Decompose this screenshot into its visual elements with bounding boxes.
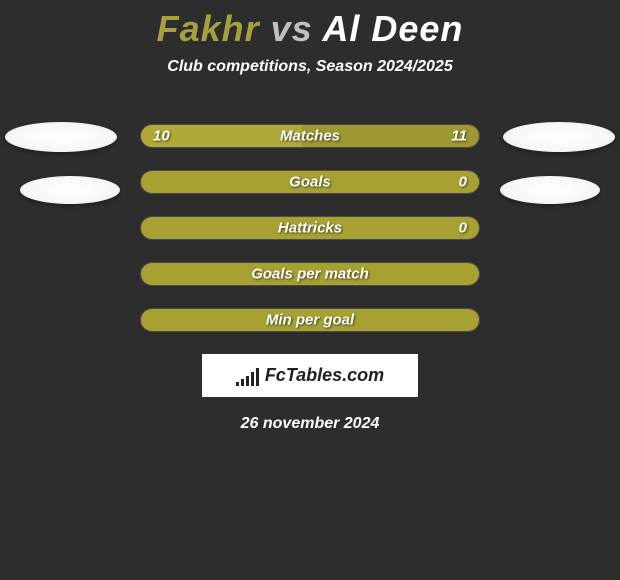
stat-label: Hattricks (278, 220, 342, 237)
stat-value-right: 0 (459, 220, 467, 237)
vs-label: vs (271, 8, 313, 49)
stat-label: Goals per match (251, 266, 369, 283)
player-a-photo-placeholder-2 (20, 176, 120, 204)
fctables-logo: FcTables.com (202, 354, 418, 397)
logo-bars-icon (236, 366, 259, 386)
stat-row: Min per goal (140, 308, 480, 332)
stat-label: Matches (280, 128, 340, 145)
stat-value-right: 0 (459, 174, 467, 191)
stat-label: Goals (289, 174, 331, 191)
comparison-title: Fakhr vs Al Deen (0, 0, 620, 50)
stat-row: 0 Hattricks (140, 216, 480, 240)
season-subtitle: Club competitions, Season 2024/2025 (0, 58, 620, 76)
stats-comparison-chart: 10 11 Matches 0 Goals 0 Hattricks Goals per mat… (0, 124, 620, 332)
player-b-photo-placeholder (503, 122, 615, 152)
logo-text: FcTables.com (265, 365, 384, 386)
player-a-name: Fakhr (157, 8, 260, 49)
player-b-photo-placeholder-2 (500, 176, 600, 204)
player-b-name: Al Deen (322, 8, 463, 49)
stat-row: 0 Goals (140, 170, 480, 194)
stat-label: Min per goal (266, 312, 354, 329)
stat-value-left: 10 (153, 128, 170, 145)
stat-value-right: 11 (451, 128, 467, 145)
stat-row: 10 11 Matches (140, 124, 480, 148)
snapshot-date: 26 november 2024 (0, 415, 620, 433)
player-a-photo-placeholder (5, 122, 117, 152)
stat-row: Goals per match (140, 262, 480, 286)
